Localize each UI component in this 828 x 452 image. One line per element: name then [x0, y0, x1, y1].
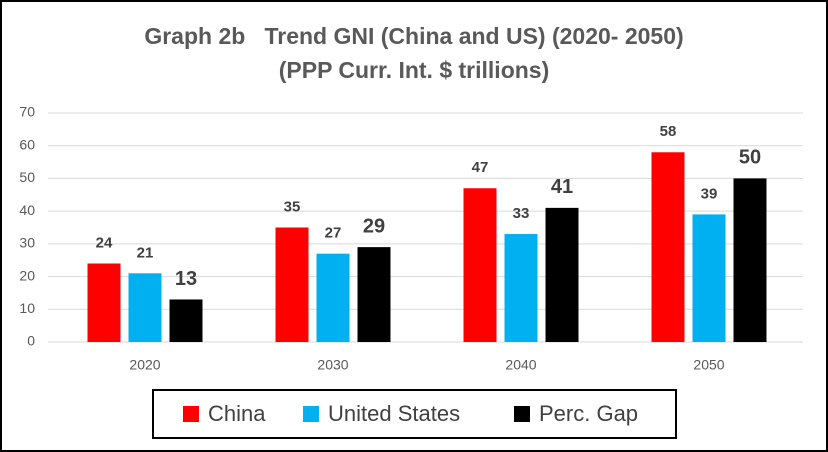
bar [463, 188, 497, 342]
data-label: 24 [96, 234, 113, 251]
legend-label: Perc. Gap [539, 401, 638, 426]
legend-label: China [208, 401, 266, 426]
bar [357, 247, 391, 342]
bar [316, 253, 350, 342]
data-label: 50 [739, 147, 761, 169]
bar [651, 152, 685, 342]
y-tick-label: 30 [19, 235, 35, 251]
data-label: 41 [551, 176, 573, 198]
y-tick-label: 0 [27, 333, 35, 349]
y-tick-label: 40 [19, 202, 35, 218]
legend-label: United States [328, 401, 460, 426]
y-tick-label: 60 [19, 136, 35, 152]
y-tick-label: 10 [19, 300, 35, 316]
bar [275, 227, 309, 342]
legend-swatch [514, 406, 530, 422]
data-label: 33 [513, 205, 530, 222]
data-label: 13 [175, 268, 197, 290]
x-tick-label: 2040 [505, 357, 536, 373]
data-label: 21 [137, 244, 154, 261]
bar [128, 273, 162, 342]
bar [545, 207, 579, 342]
legend-swatch [183, 406, 199, 422]
legend-swatch [303, 406, 319, 422]
y-tick-label: 70 [19, 104, 35, 120]
x-tick-label: 2020 [129, 357, 160, 373]
data-label: 47 [472, 159, 489, 176]
chart-title: Graph 2b Trend GNI (China and US) (2020-… [144, 23, 683, 49]
bar [692, 214, 726, 342]
x-tick-label: 2030 [317, 357, 348, 373]
data-label: 35 [284, 198, 301, 215]
legend-box [152, 389, 677, 439]
bar [733, 178, 767, 342]
x-tick-label: 2050 [693, 357, 724, 373]
bar [169, 299, 203, 342]
bar [504, 234, 538, 342]
data-label: 29 [363, 215, 385, 237]
chart-subtitle: (PPP Curr. Int. $ trillions) [279, 57, 550, 83]
data-label: 58 [660, 123, 677, 140]
y-tick-label: 20 [19, 267, 35, 283]
y-tick-label: 50 [19, 169, 35, 185]
bar [87, 263, 121, 342]
data-label: 39 [701, 185, 718, 202]
data-label: 27 [325, 225, 342, 242]
